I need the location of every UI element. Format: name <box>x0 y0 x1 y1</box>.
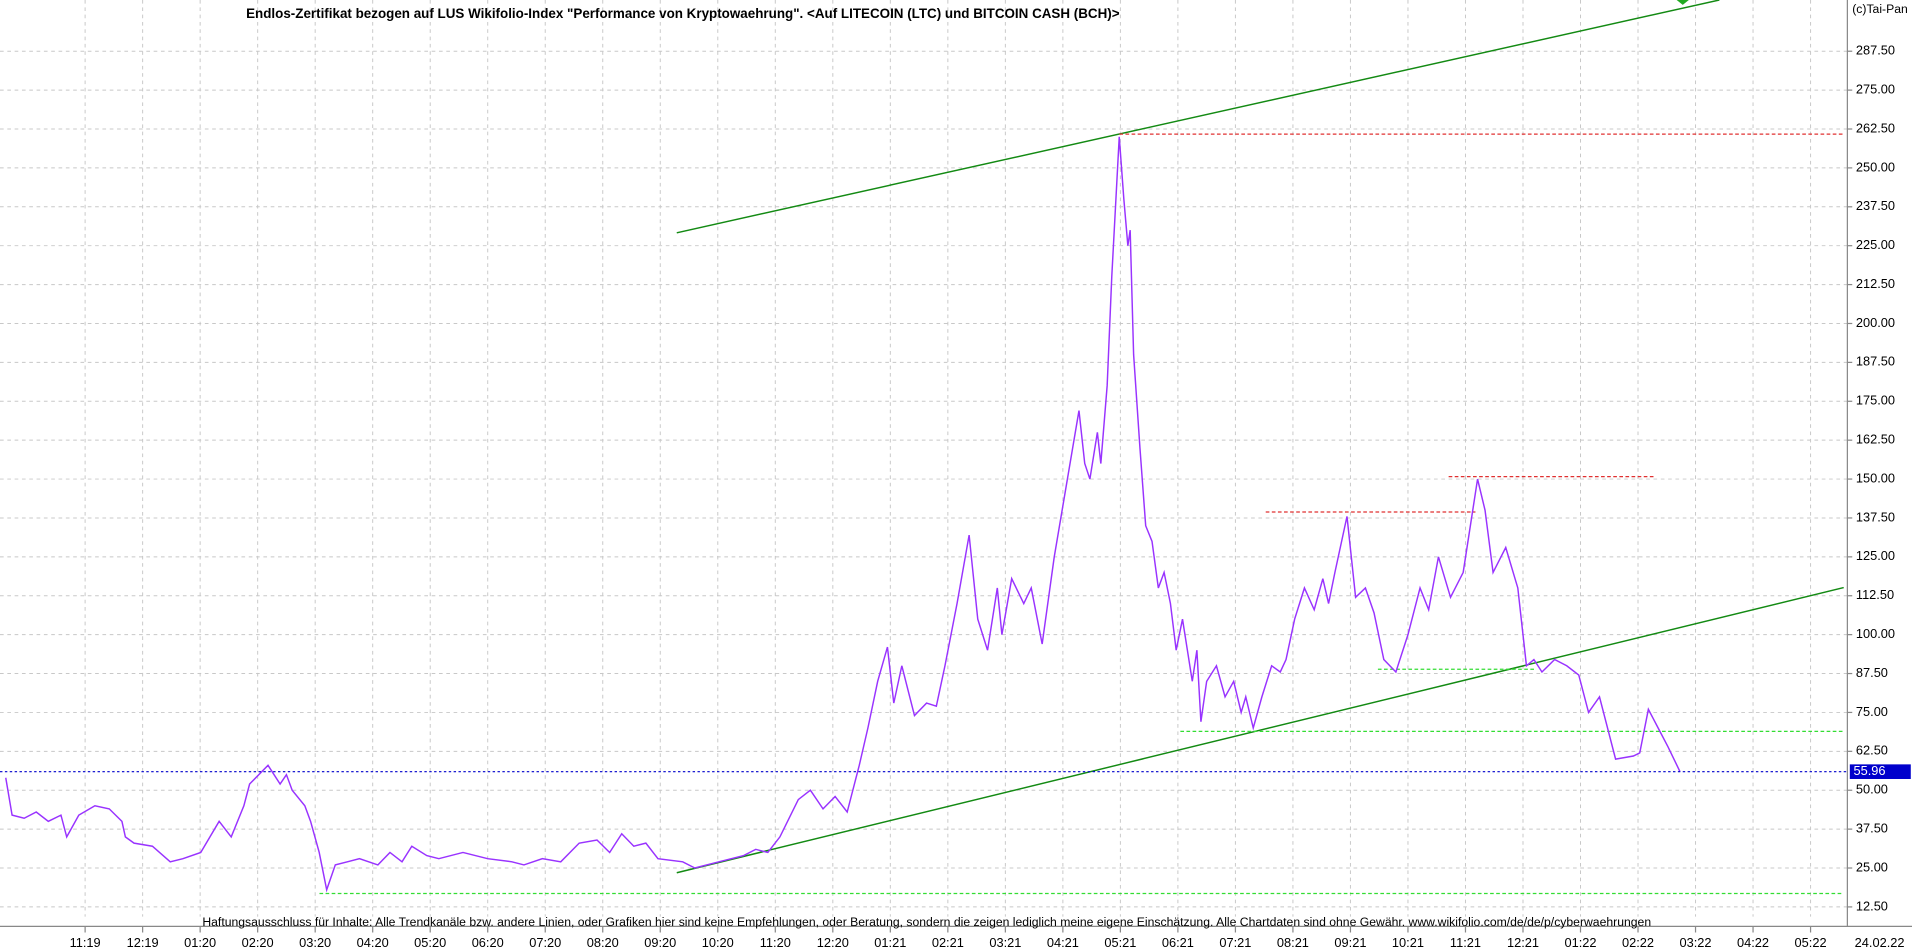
y-tick-label: 25.00 <box>1856 859 1888 874</box>
y-tick-label: 125.00 <box>1856 548 1895 563</box>
y-tick-label: 275.00 <box>1856 81 1895 96</box>
date-label: 24.02.22 <box>1855 935 1905 950</box>
y-tick-label: 250.00 <box>1856 159 1895 174</box>
marker <box>1676 0 1689 5</box>
x-tick-label: 03:21 <box>989 935 1021 950</box>
current-value-box <box>1849 764 1911 779</box>
y-tick-label: 137.50 <box>1856 509 1895 524</box>
y-tick-label: 225.00 <box>1856 237 1895 252</box>
x-tick-label: 07:20 <box>529 935 561 950</box>
x-tick-label: 02:20 <box>242 935 274 950</box>
y-tick-label: 175.00 <box>1856 393 1895 408</box>
y-tick-label: 262.50 <box>1856 120 1895 135</box>
y-tick-label: 75.00 <box>1856 704 1888 719</box>
x-tick-label: 12:21 <box>1507 935 1539 950</box>
x-tick-label: 08:20 <box>587 935 619 950</box>
x-tick-label: 01:20 <box>184 935 216 950</box>
x-tick-label: 09:21 <box>1334 935 1366 950</box>
chart-title: Endlos-Zertifikat bezogen auf LUS Wikifo… <box>246 6 1120 21</box>
y-tick-label: 187.50 <box>1856 354 1895 369</box>
x-tick-label: 12:20 <box>817 935 849 950</box>
y-tick-label: 87.50 <box>1856 665 1888 680</box>
x-tick-label: 12:19 <box>127 935 159 950</box>
x-tick-label: 09:20 <box>644 935 676 950</box>
x-tick-label: 10:21 <box>1392 935 1424 950</box>
x-tick-label: 06:20 <box>472 935 504 950</box>
y-tick-label: 200.00 <box>1856 315 1895 330</box>
x-tick-label: 02:22 <box>1622 935 1654 950</box>
x-tick-label: 10:20 <box>702 935 734 950</box>
current-value-label: 55.96 <box>1853 763 1885 778</box>
y-tick-label: 287.50 <box>1856 43 1895 58</box>
price-line <box>5 136 1681 893</box>
x-tick-label: 04:22 <box>1737 935 1769 950</box>
x-tick-label: 07:21 <box>1219 935 1251 950</box>
trend-line <box>676 586 1844 874</box>
y-tick-label: 37.50 <box>1856 820 1888 835</box>
x-tick-label: 11:19 <box>70 935 101 950</box>
x-tick-label: 03:20 <box>299 935 331 950</box>
y-tick-label: 150.00 <box>1856 470 1895 485</box>
x-tick-label: 04:21 <box>1047 935 1079 950</box>
y-tick-label: 162.50 <box>1856 432 1895 447</box>
trend-line <box>676 0 1720 234</box>
y-tick-label: 100.00 <box>1856 626 1895 641</box>
x-tick-label: 03:22 <box>1680 935 1712 950</box>
x-tick-label: 01:21 <box>874 935 906 950</box>
y-tick-label: 112.50 <box>1856 587 1894 602</box>
x-tick-label: 11:20 <box>760 935 791 950</box>
x-tick-label: 04:20 <box>357 935 389 950</box>
y-tick-label: 212.50 <box>1856 276 1895 291</box>
y-tick-label: 50.00 <box>1856 782 1888 797</box>
x-tick-label: 01:22 <box>1564 935 1596 950</box>
y-tick-label: 12.50 <box>1856 898 1888 913</box>
x-tick-label: 05:20 <box>414 935 446 950</box>
x-tick-label: 11:21 <box>1450 935 1481 950</box>
x-tick-label: 08:21 <box>1277 935 1309 950</box>
footer: Haftungsausschluss für Inhalte: Alle Tre… <box>202 915 1651 929</box>
x-tick-label: 05:21 <box>1104 935 1136 950</box>
copyright: (c)Tai-Pan <box>1852 2 1908 16</box>
x-tick-label: 02:21 <box>932 935 964 950</box>
x-tick-label: 06:21 <box>1162 935 1194 950</box>
y-tick-label: 62.50 <box>1856 743 1888 758</box>
y-tick-label: 237.50 <box>1856 198 1895 213</box>
x-tick-label: 05:22 <box>1795 935 1827 950</box>
grid <box>0 0 1848 917</box>
